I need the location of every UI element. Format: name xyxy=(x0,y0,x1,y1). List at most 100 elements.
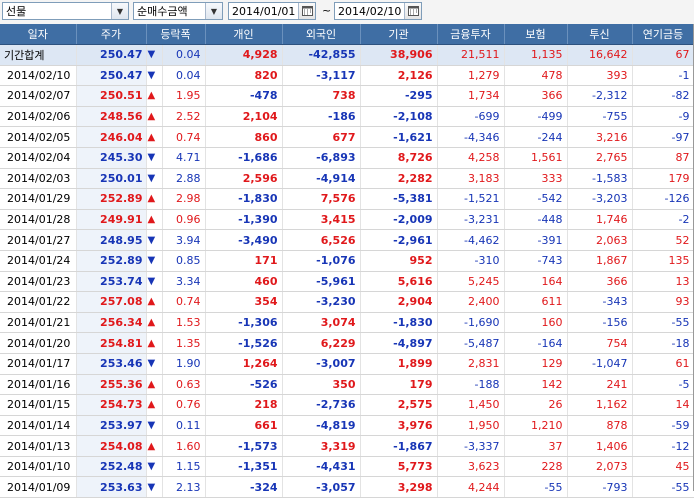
data-type-select[interactable]: 순매수금액 ▼ xyxy=(133,2,223,20)
cell-pension: 52 xyxy=(632,229,694,251)
column-header-date[interactable]: 일자 xyxy=(0,24,77,45)
arrow-down-icon: ▼ xyxy=(146,271,163,293)
table-row[interactable]: 2014/01/14 253.97 ▼ 0.11 661 -4,819 3,976 1,950… xyxy=(0,415,694,437)
cell-fin-invest: 4,244 xyxy=(437,476,505,498)
cell-fin-invest: -1,521 xyxy=(437,188,505,210)
column-header-trust[interactable]: 투신 xyxy=(567,24,633,45)
cell-price: 250.01 xyxy=(76,168,147,190)
cell-pension: -126 xyxy=(632,188,694,210)
table-row[interactable]: 2014/01/28 249.91 ▲ 0.96 -1,390 3,415 -2,009 -3… xyxy=(0,209,694,231)
cell-pension: -82 xyxy=(632,85,694,107)
cell-insurance: -542 xyxy=(504,188,568,210)
cell-date: 2014/02/07 xyxy=(0,85,77,107)
column-header-foreign[interactable]: 외국인 xyxy=(282,24,361,45)
cell-foreign: -6,893 xyxy=(282,147,361,169)
cell-fin-invest: -1,690 xyxy=(437,312,505,334)
market-select[interactable]: 선물 ▼ xyxy=(2,2,129,20)
cell-individual: 860 xyxy=(205,126,283,148)
column-header-fin-invest[interactable]: 금융투자 xyxy=(437,24,505,45)
cell-pension: 45 xyxy=(632,456,694,478)
arrow-up-icon: ▲ xyxy=(146,188,163,210)
cell-date: 2014/01/13 xyxy=(0,435,77,457)
table-row[interactable]: 2014/01/15 254.73 ▲ 0.76 218 -2,736 2,575 1,450… xyxy=(0,394,694,416)
cell-change: 0.96 xyxy=(162,209,206,231)
cell-pension: -55 xyxy=(632,476,694,498)
cell-date: 2014/01/20 xyxy=(0,332,77,354)
cell-fin-invest: 2,400 xyxy=(437,291,505,313)
cell-trust: 754 xyxy=(567,332,633,354)
column-header-price[interactable]: 주가 xyxy=(76,24,147,45)
table-row[interactable]: 2014/01/24 252.89 ▼ 0.85 171 -1,076 952 -310 -74… xyxy=(0,250,694,272)
cell-trust: 878 xyxy=(567,415,633,437)
table-row[interactable]: 2014/01/16 255.36 ▲ 0.63 -526 350 179 -188 142 24… xyxy=(0,374,694,396)
cell-trust: -2,312 xyxy=(567,85,633,107)
calendar-icon[interactable] xyxy=(298,3,315,19)
table-row[interactable]: 2014/02/03 250.01 ▼ 2.88 2,596 -4,914 2,282 3,1… xyxy=(0,168,694,190)
table-row[interactable]: 2014/01/21 256.34 ▲ 1.53 -1,306 3,074 -1,830 -1… xyxy=(0,312,694,334)
table-row[interactable]: 2014/01/17 253.46 ▼ 1.90 1,264 -3,007 1,899 2,8… xyxy=(0,353,694,375)
cell-date: 2014/02/04 xyxy=(0,147,77,169)
calendar-icon[interactable] xyxy=(404,3,421,19)
cell-trust: 393 xyxy=(567,65,633,87)
column-header-individual[interactable]: 개인 xyxy=(205,24,283,45)
cell-institution: 2,282 xyxy=(360,168,438,190)
column-header-institution[interactable]: 기관 xyxy=(360,24,438,45)
cell-pension: -9 xyxy=(632,106,694,128)
table-row[interactable]: 2014/01/27 248.95 ▼ 3.94 -3,490 6,526 -2,961 -4… xyxy=(0,229,694,251)
table-row[interactable]: 2014/01/23 253.74 ▼ 3.34 460 -5,961 5,616 5,245… xyxy=(0,271,694,293)
column-header-insurance[interactable]: 보험 xyxy=(504,24,568,45)
total-row[interactable]: 기간합계 250.47 ▼ 0.04 4,928 -42,855 38,906 21,511 1… xyxy=(0,44,694,66)
cell-fin-invest: 1,950 xyxy=(437,415,505,437)
cell-price: 253.63 xyxy=(76,476,147,498)
table-row[interactable]: 2014/01/10 252.48 ▼ 1.15 -1,351 -4,431 5,773 3,… xyxy=(0,456,694,478)
cell-insurance: 164 xyxy=(504,271,568,293)
table-row[interactable]: 2014/02/04 245.30 ▼ 4.71 -1,686 -6,893 8,726 4,… xyxy=(0,147,694,169)
cell-date: 2014/01/24 xyxy=(0,250,77,272)
chevron-down-icon[interactable]: ▼ xyxy=(111,3,128,19)
cell-insurance: 1,561 xyxy=(504,147,568,169)
column-header-change[interactable]: 등락폭 xyxy=(146,24,206,45)
cell-individual: 820 xyxy=(205,65,283,87)
cell-institution: 3,298 xyxy=(360,476,438,498)
arrow-up-icon: ▲ xyxy=(146,85,163,107)
cell-insurance: 228 xyxy=(504,456,568,478)
cell-institution: -1,830 xyxy=(360,312,438,334)
cell-pension: -97 xyxy=(632,126,694,148)
start-date-input[interactable]: 2014/01/01 xyxy=(228,2,316,20)
cell-date: 2014/01/14 xyxy=(0,415,77,437)
cell-change: 0.85 xyxy=(162,250,206,272)
table-row[interactable]: 2014/02/10 250.47 ▼ 0.04 820 -3,117 2,126 1,279… xyxy=(0,65,694,87)
table-row[interactable]: 2014/02/07 250.51 ▲ 1.95 -478 738 -295 1,734 366… xyxy=(0,85,694,107)
cell-individual: -1,306 xyxy=(205,312,283,334)
arrow-up-icon: ▲ xyxy=(146,394,163,416)
table-row[interactable]: 2014/01/13 254.08 ▲ 1.60 -1,573 3,319 -1,867 -3… xyxy=(0,435,694,457)
cell-foreign: 6,526 xyxy=(282,229,361,251)
column-header-pension[interactable]: 연기금등 xyxy=(632,24,694,45)
cell-insurance: -55 xyxy=(504,476,568,498)
table-row[interactable]: 2014/01/20 254.81 ▲ 1.35 -1,526 6,229 -4,897 -5… xyxy=(0,332,694,354)
cell-change: 3.94 xyxy=(162,229,206,251)
cell-pension: 87 xyxy=(632,147,694,169)
cell-price: 253.74 xyxy=(76,271,147,293)
cell-change: 2.98 xyxy=(162,188,206,210)
cell-pension: 179 xyxy=(632,168,694,190)
cell-foreign: -3,057 xyxy=(282,476,361,498)
table-row[interactable]: 2014/01/29 252.89 ▲ 2.98 -1,830 7,576 -5,381 -1… xyxy=(0,188,694,210)
cell-institution: 2,575 xyxy=(360,394,438,416)
cell-institution: -2,961 xyxy=(360,229,438,251)
cell-change: 1.35 xyxy=(162,332,206,354)
cell-fin-invest: -4,346 xyxy=(437,126,505,148)
table-row[interactable]: 2014/01/09 253.63 ▼ 2.13 -324 -3,057 3,298 4,24… xyxy=(0,476,694,498)
table-row[interactable]: 2014/01/22 257.08 ▲ 0.74 354 -3,230 2,904 2,400… xyxy=(0,291,694,313)
table-row[interactable]: 2014/02/06 248.56 ▲ 2.52 2,104 -186 -2,108 -699… xyxy=(0,106,694,128)
market-select-value: 선물 xyxy=(6,5,27,18)
end-date-input[interactable]: 2014/02/10 xyxy=(334,2,422,20)
cell-trust: -1,583 xyxy=(567,168,633,190)
table-row[interactable]: 2014/02/05 246.04 ▲ 0.74 860 677 -1,621 -4,346-… xyxy=(0,126,694,148)
cell-individual: -1,390 xyxy=(205,209,283,231)
cell-individual: 218 xyxy=(205,394,283,416)
chevron-down-icon[interactable]: ▼ xyxy=(205,3,222,19)
cell-pension: -12 xyxy=(632,435,694,457)
cell-price: 250.51 xyxy=(76,85,147,107)
cell-trust: 3,216 xyxy=(567,126,633,148)
